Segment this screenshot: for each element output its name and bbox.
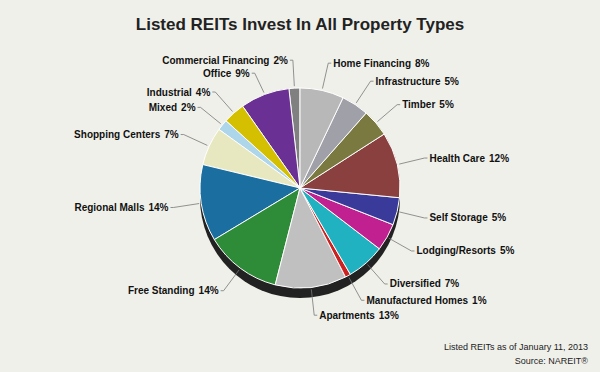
data-label: Diversified 7% [390, 278, 460, 289]
leader-line [221, 270, 240, 291]
leader-line [356, 81, 373, 103]
leader-line [170, 204, 199, 208]
category-label: Infrastructure [376, 76, 441, 87]
value-label: 5% [500, 245, 515, 256]
data-label: Manufactured Homes 1% [366, 295, 486, 306]
value-label: 2% [181, 102, 196, 113]
data-label: Lodging/Resorts 5% [416, 245, 514, 256]
data-label: Home Financing 8% [333, 58, 429, 69]
leader-line [377, 105, 400, 122]
leader-line [322, 63, 331, 88]
value-label: 7% [164, 129, 179, 140]
data-label: Industrial 4% [147, 87, 211, 98]
category-label: Shopping Centers [74, 129, 161, 140]
leader-line [181, 135, 208, 146]
value-label: 8% [415, 58, 430, 69]
category-label: Free Standing [128, 285, 195, 296]
data-label: Shopping Centers7% [74, 129, 179, 140]
leader-line [389, 238, 415, 251]
category-label: Timber [402, 99, 435, 110]
data-label: Mixed 2% [149, 102, 196, 113]
data-label: Self Storage 5% [429, 212, 506, 223]
value-label: 14% [199, 285, 219, 296]
value-label: 5% [439, 99, 454, 110]
leader-line [399, 212, 427, 218]
category-label: Lodging/Resorts [416, 245, 496, 256]
value-label: 1% [472, 295, 487, 306]
category-label: Manufactured Homes [366, 295, 468, 306]
leader-line [367, 264, 387, 283]
value-label: 4% [196, 87, 211, 98]
category-label: Home Financing [333, 58, 411, 69]
category-label: Apartments [319, 310, 375, 321]
data-label: Regional Malls 14% [74, 202, 168, 213]
pie-slice [300, 88, 343, 188]
footnote: Source: NAREIT® [515, 356, 589, 366]
value-label: 9% [235, 68, 250, 79]
category-label: Health Care [429, 153, 485, 164]
category-label: Office [203, 68, 232, 79]
value-label: 13% [379, 310, 399, 321]
category-label: Self Storage [429, 212, 488, 223]
leader-line [311, 289, 317, 315]
value-label: 14% [148, 202, 168, 213]
data-label: Commercial Financing 2% [162, 55, 288, 66]
value-label: 5% [492, 212, 507, 223]
leader-line [290, 60, 294, 86]
category-label: Diversified [390, 278, 441, 289]
leader-line [399, 158, 427, 164]
category-label: Commercial Financing [162, 55, 269, 66]
leader-line [252, 73, 264, 92]
data-labels: Commercial Financing 2% Office9% Industrial… [74, 55, 514, 321]
category-label: Industrial [147, 87, 192, 98]
chart: Listed REITs Invest In All Property Type… [0, 0, 600, 372]
value-label: 5% [445, 76, 460, 87]
pie [200, 88, 400, 288]
value-label: 12% [489, 153, 509, 164]
title: Listed REITs Invest In All Property Type… [136, 15, 464, 34]
data-label: Apartments 13% [319, 310, 399, 321]
category-label: Regional Malls [74, 202, 144, 213]
leader-line [349, 277, 364, 300]
leader-line [198, 107, 221, 123]
data-label: Infrastructure 5% [376, 76, 460, 87]
category-label: Mixed [149, 102, 177, 113]
leader-line [212, 92, 232, 111]
data-label: Free Standing 14% [128, 285, 219, 296]
data-label: Health Care 12% [429, 153, 509, 164]
footnote: Listed REITs as of January 11, 2013 [444, 342, 588, 352]
value-label: 2% [273, 55, 288, 66]
data-label: Timber 5% [402, 99, 454, 110]
data-label: Office9% [203, 68, 250, 79]
value-label: 7% [445, 278, 460, 289]
